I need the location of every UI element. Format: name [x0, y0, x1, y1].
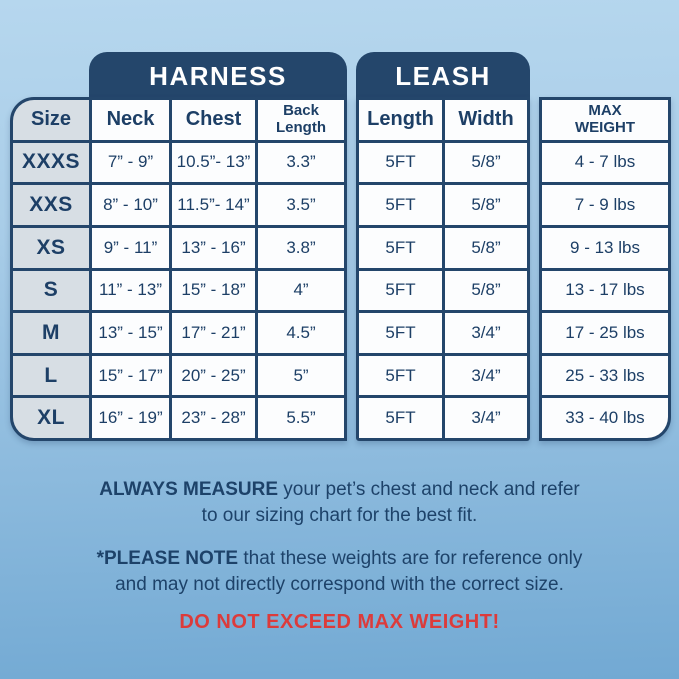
- leash-length-value: 5FT: [359, 355, 442, 396]
- please-note-bold: *PLEASE NOTE: [96, 548, 239, 569]
- measure-note-bold: ALWAYS MEASURE: [99, 479, 279, 500]
- back-length-value: 3.8”: [258, 227, 344, 268]
- back-length-value: 3.5”: [258, 185, 344, 225]
- measure-note: ALWAYS MEASURE your pet’s chest and neck…: [0, 477, 679, 528]
- neck-value: 9” - 11”: [92, 227, 169, 268]
- harness-section-header: HARNESS: [89, 52, 347, 100]
- harness-size-table: Size Neck Chest Back Length XXXS 7” - 9”…: [10, 97, 347, 441]
- column-header-size: Size: [13, 100, 89, 140]
- chest-value: 11.5”- 14”: [172, 185, 255, 225]
- max-weight-table: MAX WEIGHT 4 - 7 lbs 7 - 9 lbs 9 - 13 lb…: [539, 97, 671, 441]
- size-label: L: [13, 355, 89, 396]
- neck-value: 16” - 19”: [92, 398, 169, 438]
- leash-section-header: LEASH: [356, 52, 530, 100]
- leash-width-value: 5/8”: [445, 270, 527, 311]
- neck-value: 13” - 15”: [92, 313, 169, 353]
- leash-width-value: 3/4”: [445, 355, 527, 396]
- max-weight-value: 33 - 40 lbs: [542, 398, 668, 438]
- measure-note-text-line1: your pet’s chest and neck and refer: [278, 479, 580, 500]
- measure-note-text-line2: to our sizing chart for the best fit.: [201, 504, 478, 526]
- max-weight-value: 17 - 25 lbs: [542, 313, 668, 353]
- leash-width-value: 5/8”: [445, 185, 527, 225]
- neck-value: 8” - 10”: [92, 185, 169, 225]
- neck-value: 11” - 13”: [92, 270, 169, 311]
- leash-length-value: 5FT: [359, 227, 442, 268]
- neck-value: 7” - 9”: [92, 142, 169, 183]
- chest-value: 17” - 21”: [172, 313, 255, 353]
- size-label: XS: [13, 227, 89, 268]
- chest-value: 10.5”- 13”: [172, 142, 255, 183]
- column-header-max-weight: MAX WEIGHT: [542, 100, 668, 140]
- leash-width-value: 5/8”: [445, 227, 527, 268]
- max-weight-value: 25 - 33 lbs: [542, 355, 668, 396]
- please-note-text-line2: and may not directly correspond with the…: [115, 573, 564, 595]
- back-length-value: 4”: [258, 270, 344, 311]
- back-length-value: 5.5”: [258, 398, 344, 438]
- max-weight-value: 7 - 9 lbs: [542, 185, 668, 225]
- size-label: XL: [13, 398, 89, 438]
- leash-width-value: 3/4”: [445, 313, 527, 353]
- chest-value: 23” - 28”: [172, 398, 255, 438]
- max-weight-value: 13 - 17 lbs: [542, 270, 668, 311]
- leash-length-value: 5FT: [359, 398, 442, 438]
- back-length-value: 5”: [258, 355, 344, 396]
- column-header-back-length: Back Length: [258, 100, 344, 140]
- column-header-length: Length: [359, 100, 442, 140]
- chest-value: 13” - 16”: [172, 227, 255, 268]
- column-header-chest: Chest: [172, 100, 255, 140]
- leash-length-value: 5FT: [359, 313, 442, 353]
- leash-length-value: 5FT: [359, 142, 442, 183]
- size-label: XXS: [13, 185, 89, 225]
- size-label: XXXS: [13, 142, 89, 183]
- neck-value: 15” - 17”: [92, 355, 169, 396]
- leash-table: Length Width 5FT 5/8” 5FT 5/8” 5FT 5/8” …: [356, 97, 530, 441]
- leash-length-value: 5FT: [359, 185, 442, 225]
- leash-length-value: 5FT: [359, 270, 442, 311]
- leash-width-value: 5/8”: [445, 142, 527, 183]
- harness-section-label: HARNESS: [149, 60, 287, 91]
- size-label: S: [13, 270, 89, 311]
- leash-width-value: 3/4”: [445, 398, 527, 438]
- column-header-neck: Neck: [92, 100, 169, 140]
- please-note-text-line1: that these weights are for reference onl…: [238, 548, 583, 569]
- chest-value: 20” - 25”: [172, 355, 255, 396]
- leash-section-label: LEASH: [395, 60, 491, 91]
- max-weight-value: 4 - 7 lbs: [542, 142, 668, 183]
- size-label: M: [13, 313, 89, 353]
- back-length-value: 4.5”: [258, 313, 344, 353]
- chest-value: 15” - 18”: [172, 270, 255, 311]
- please-note: *PLEASE NOTE that these weights are for …: [0, 546, 679, 597]
- max-weight-warning: DO NOT EXCEED MAX WEIGHT!: [179, 611, 500, 633]
- back-length-value: 3.3”: [258, 142, 344, 183]
- column-header-width: Width: [445, 100, 527, 140]
- max-weight-value: 9 - 13 lbs: [542, 227, 668, 268]
